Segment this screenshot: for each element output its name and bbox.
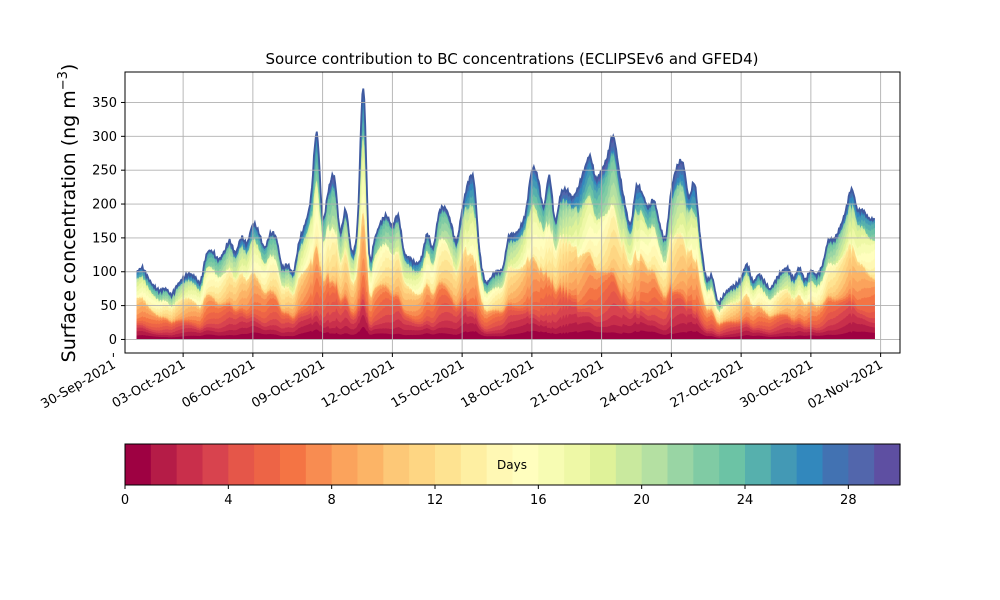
y-tick-label-4: 200 (92, 198, 117, 213)
colorbar-swatch-6 (280, 444, 307, 485)
plot-grid (125, 72, 900, 353)
colorbar-swatch-5 (254, 444, 281, 485)
x-tick-label-9: 27-Oct-2021 (668, 357, 746, 411)
y-tick-label-6: 300 (92, 130, 117, 145)
y-tick-label-1: 50 (100, 299, 117, 314)
colorbar-tick-label-2: 8 (328, 493, 336, 508)
x-ticks: 30-Sep-202103-Oct-202106-Oct-202109-Oct-… (39, 353, 886, 412)
colorbar-swatch-28 (848, 444, 875, 485)
colorbar-swatch-11 (409, 444, 436, 485)
colorbar-swatch-29 (874, 444, 901, 485)
y-axis-label: Surface concentration (ng m−3) (56, 64, 80, 363)
y-tick-label-3: 150 (92, 231, 117, 246)
y-ticks: 0 50 100 150 200 250 300 350 (92, 96, 125, 348)
colorbar-swatch-9 (357, 444, 384, 485)
colorbar-swatch-25 (770, 444, 798, 485)
x-tick-label-5: 15-Oct-2021 (389, 357, 467, 411)
colorbar-swatch-18 (590, 444, 617, 485)
x-tick-label-8: 24-Oct-2021 (598, 357, 676, 411)
colorbar-ticks: 0 4 8 12 16 20 24 28 (121, 485, 857, 508)
plot-frame (124, 71, 901, 354)
colorbar-tick-label-3: 12 (427, 493, 444, 508)
colorbar (125, 444, 901, 485)
colorbar-swatch-24 (745, 444, 772, 485)
colorbar-label: Days (497, 458, 527, 472)
y-tick-label-7: 350 (92, 96, 117, 111)
colorbar-tick-label-1: 4 (224, 493, 232, 508)
x-tick-label-0: 30-Sep-2021 (39, 357, 119, 412)
colorbar-swatch-22 (693, 444, 720, 485)
x-tick-label-6: 18-Oct-2021 (458, 357, 536, 411)
x-tick-label-2: 06-Oct-2021 (179, 357, 257, 411)
colorbar-swatch-14 (486, 444, 514, 485)
y-tick-label-5: 250 (92, 164, 117, 179)
colorbar-tick-label-0: 0 (121, 493, 129, 508)
x-tick-label-10: 30-Oct-2021 (737, 357, 815, 411)
x-tick-label-7: 21-Oct-2021 (528, 357, 606, 411)
x-tick-label-4: 12-Oct-2021 (319, 357, 397, 411)
colorbar-tick-label-7: 28 (840, 493, 857, 508)
colorbar-tick-label-5: 20 (633, 493, 650, 508)
colorbar-swatch-15 (512, 444, 539, 485)
total-outline (136, 88, 875, 308)
y-axis-label-exponent: −3 (56, 71, 71, 90)
colorbar-swatch-21 (667, 444, 694, 485)
colorbar-swatch-12 (435, 444, 462, 485)
colorbar-frame (124, 443, 901, 486)
colorbar-swatch-4 (228, 444, 255, 485)
y-axis-label-main: Surface concentration (ng m (58, 90, 80, 362)
colorbar-swatch-26 (796, 444, 824, 485)
colorbar-swatch-13 (460, 444, 488, 485)
y-axis-label-close: ) (58, 64, 80, 71)
colorbar-swatch-27 (822, 444, 849, 485)
colorbar-swatch-16 (538, 444, 565, 485)
x-tick-label-3: 09-Oct-2021 (249, 357, 327, 411)
x-tick-label-11: 02-Nov-2021 (805, 357, 885, 412)
colorbar-swatch-23 (719, 444, 746, 485)
colorbar-swatch-17 (564, 444, 591, 485)
colorbar-swatch-19 (615, 444, 643, 485)
y-tick-label-2: 100 (92, 265, 117, 280)
colorbar-swatch-3 (202, 444, 229, 485)
colorbar-swatch-8 (331, 444, 359, 485)
colorbar-swatch-1 (150, 444, 178, 485)
y-tick-label-0: 0 (109, 333, 117, 348)
colorbar-swatch-10 (383, 444, 410, 485)
colorbar-swatch-7 (305, 444, 333, 485)
chart-title: Source contribution to BC concentrations… (265, 50, 758, 68)
colorbar-tick-label-6: 24 (737, 493, 754, 508)
colorbar-swatch-0 (125, 444, 152, 485)
age-band-0 (136, 326, 875, 340)
colorbar-swatch-20 (641, 444, 669, 485)
colorbar-tick-label-4: 16 (530, 493, 547, 508)
plot-bands (136, 88, 875, 340)
colorbar-swatch-2 (176, 444, 204, 485)
x-tick-label-1: 03-Oct-2021 (110, 357, 188, 411)
